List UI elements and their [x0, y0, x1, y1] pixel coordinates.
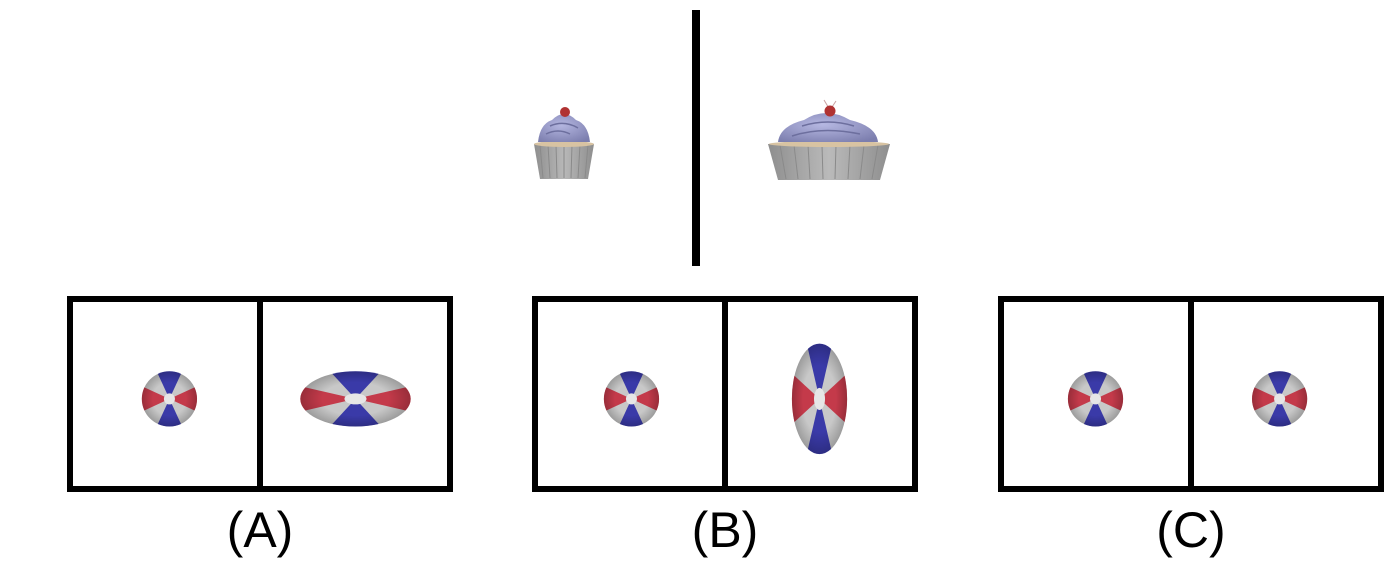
left-panel	[73, 302, 257, 486]
ball-icon	[603, 371, 660, 427]
left-panel	[1004, 302, 1188, 486]
cupcake-icon	[768, 99, 890, 180]
ball-icon	[300, 371, 411, 427]
option-c[interactable]: (C)	[998, 296, 1384, 558]
option-label: (A)	[226, 502, 294, 558]
ball-icon	[1251, 371, 1308, 427]
ball-icon	[1067, 371, 1124, 427]
cupcake-large	[764, 98, 894, 184]
option-label: (B)	[691, 502, 759, 558]
cupcake-small	[528, 104, 600, 184]
right-panel	[257, 302, 447, 486]
cupcake-icon	[534, 107, 594, 179]
option-a[interactable]: (A)	[67, 296, 453, 558]
option-label: (C)	[1156, 502, 1226, 558]
option-frame	[67, 296, 453, 492]
option-frame	[532, 296, 918, 492]
option-b[interactable]: (B)	[532, 296, 918, 558]
right-panel	[1188, 302, 1378, 486]
left-panel	[538, 302, 722, 486]
ball-icon	[141, 371, 198, 427]
option-frame	[998, 296, 1384, 492]
ball-icon	[791, 343, 848, 455]
right-panel	[722, 302, 912, 486]
comparison-divider	[692, 10, 700, 266]
